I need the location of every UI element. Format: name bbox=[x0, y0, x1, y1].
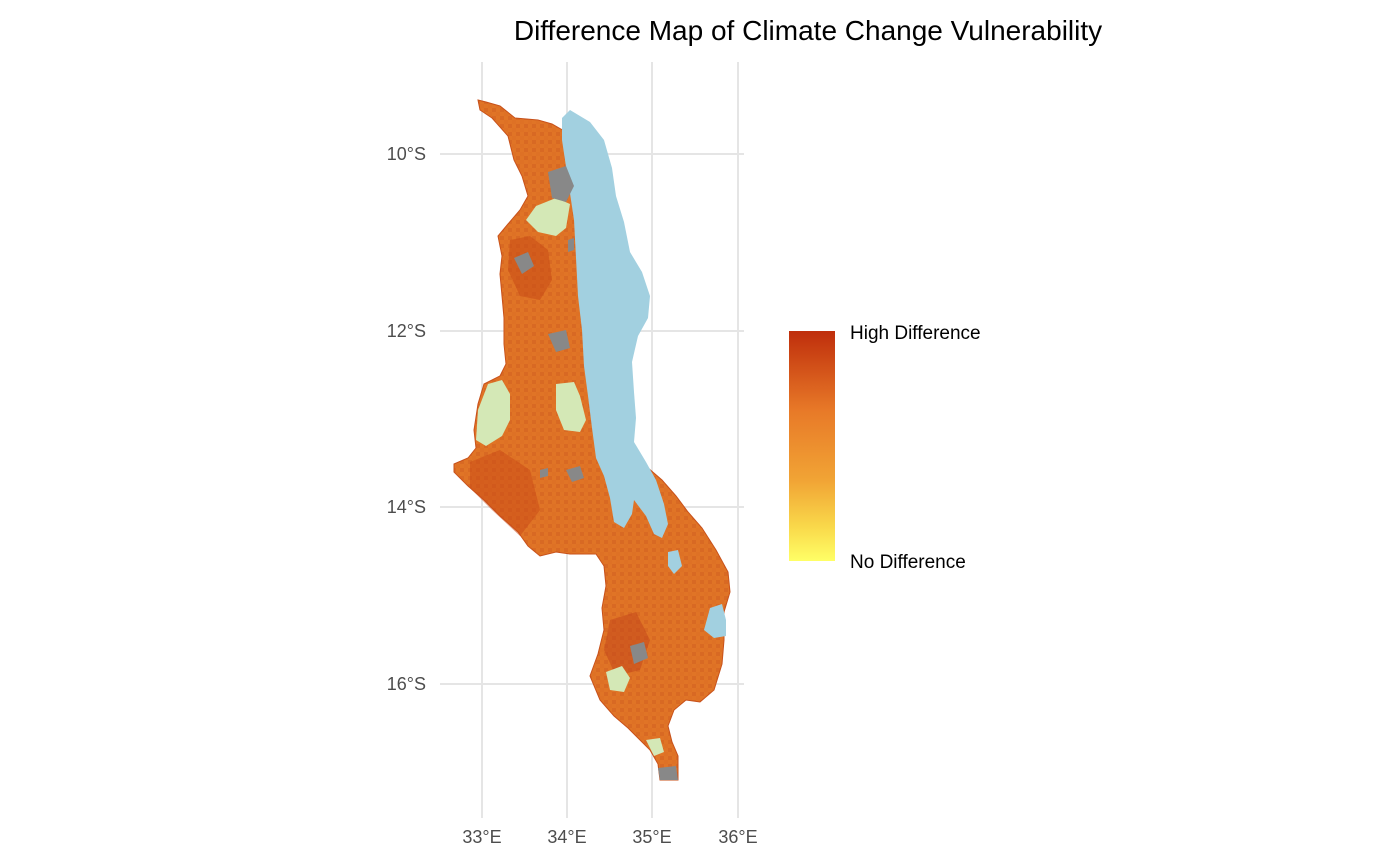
protected-areas bbox=[476, 198, 664, 756]
no-data-area bbox=[548, 166, 574, 202]
x-axis: 33°E 34°E 35°E 36°E bbox=[462, 827, 757, 847]
no-data-area bbox=[658, 766, 678, 780]
no-data-area bbox=[566, 466, 584, 482]
legend-low-label: No Difference bbox=[850, 552, 966, 573]
protected-area-kasungu bbox=[476, 380, 510, 446]
y-tick-label: 16°S bbox=[387, 674, 426, 694]
y-tick-label: 10°S bbox=[387, 144, 426, 164]
lake-malombe bbox=[668, 550, 682, 574]
legend-high-label: High Difference bbox=[850, 323, 981, 344]
chart-title: Difference Map of Climate Change Vulnera… bbox=[514, 15, 1102, 46]
no-data-area bbox=[548, 330, 570, 352]
no-data-area bbox=[630, 642, 648, 664]
protected-area-nkhotakota bbox=[556, 382, 586, 432]
no-data-area bbox=[568, 238, 574, 252]
protected-area-lengwe bbox=[646, 738, 664, 756]
lake-malawi bbox=[562, 110, 668, 538]
no-data-area bbox=[540, 468, 548, 478]
no-data-areas bbox=[514, 166, 678, 780]
protected-area-majete bbox=[606, 666, 630, 692]
y-tick-label: 12°S bbox=[387, 321, 426, 341]
legend: High Difference No Difference bbox=[789, 323, 981, 573]
high-difference-region-central bbox=[470, 450, 540, 536]
x-tick-label: 36°E bbox=[718, 827, 757, 847]
x-tick-label: 35°E bbox=[632, 827, 671, 847]
x-tick-label: 33°E bbox=[462, 827, 501, 847]
lake-chilwa bbox=[704, 604, 726, 638]
protected-area-nyika bbox=[526, 198, 570, 236]
y-tick-label: 14°S bbox=[387, 497, 426, 517]
y-axis: 10°S 12°S 14°S 16°S bbox=[387, 144, 426, 694]
legend-colorbar bbox=[789, 331, 835, 561]
x-tick-label: 34°E bbox=[547, 827, 586, 847]
no-data-area bbox=[514, 252, 534, 274]
